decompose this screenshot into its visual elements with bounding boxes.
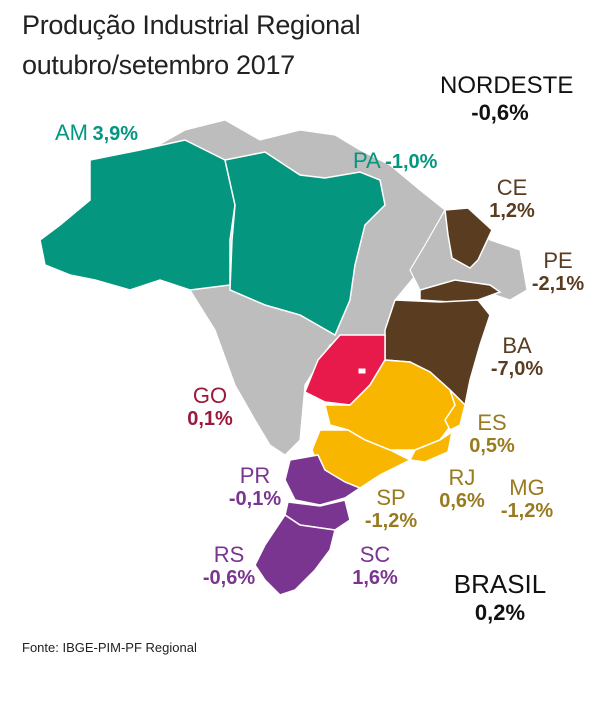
state-name: CE: [496, 175, 528, 200]
label-nordeste: NORDESTE -0,6%: [440, 72, 574, 125]
state-name: PA: [353, 148, 381, 173]
state-value: -1,2%: [500, 500, 554, 523]
label-sp: SP -1,2%: [358, 485, 424, 533]
state-value: -1,0%: [385, 151, 438, 173]
state-mg: [324, 359, 463, 451]
state-name: ES: [477, 410, 507, 435]
state-value: 1,2%: [489, 200, 535, 223]
state-value: 0,6%: [439, 490, 485, 513]
state-es: [444, 389, 466, 432]
label-pa: PA -1,0%: [353, 148, 437, 174]
state-name: SC: [359, 542, 391, 567]
label-brasil: BRASIL 0,2%: [440, 569, 560, 625]
state-ce: [444, 207, 493, 269]
label-pe: PE -2,1%: [528, 248, 588, 296]
map-subtitle: outubro/setembro 2017: [22, 50, 295, 80]
state-value: -0,6%: [202, 567, 256, 590]
label-sc: SC 1,6%: [345, 542, 405, 590]
label-rj: RJ 0,6%: [432, 465, 492, 513]
source-note: Fonte: IBGE-PIM-PF Regional: [22, 640, 197, 655]
state-value: 0,5%: [469, 435, 515, 458]
state-pa: [224, 151, 386, 337]
state-value: -1,2%: [364, 510, 418, 533]
label-pr: PR -0,1%: [222, 463, 288, 511]
state-value: 0,1%: [187, 408, 233, 431]
state-name: SP: [376, 485, 406, 510]
state-rs: [254, 513, 336, 596]
state-name: GO: [192, 383, 228, 408]
state-name: RS: [213, 542, 245, 567]
state-value: 3,9%: [92, 123, 139, 145]
label-ba: BA -7,0%: [484, 333, 550, 381]
region-value: 0,2%: [474, 599, 526, 625]
label-rs: RS -0,6%: [196, 542, 262, 590]
label-go: GO 0,1%: [180, 383, 240, 431]
state-name: BA: [502, 333, 532, 358]
state-value: -0,1%: [228, 488, 282, 511]
state-pe: [419, 279, 502, 303]
state-am: [39, 139, 236, 291]
label-mg: MG -1,2%: [494, 475, 560, 523]
state-value: 1,6%: [352, 567, 398, 590]
state-name: MG: [509, 475, 545, 500]
state-pr: [284, 454, 362, 506]
region-name: NORDESTE: [440, 72, 574, 99]
state-name: AM: [55, 120, 88, 145]
label-am: AM 3,9%: [55, 120, 138, 146]
state-name: PR: [239, 463, 271, 488]
state-name: PE: [543, 248, 573, 273]
df-marker: [357, 367, 367, 375]
label-es: ES 0,5%: [462, 410, 522, 458]
state-value: -2,1%: [531, 273, 585, 296]
map-title: Produção Industrial Regional: [22, 10, 361, 40]
region-name: BRASIL: [453, 569, 547, 599]
region-value: -0,6%: [471, 99, 529, 125]
state-name: RJ: [448, 465, 476, 490]
label-ce: CE 1,2%: [482, 175, 542, 223]
state-value: -7,0%: [490, 358, 544, 381]
